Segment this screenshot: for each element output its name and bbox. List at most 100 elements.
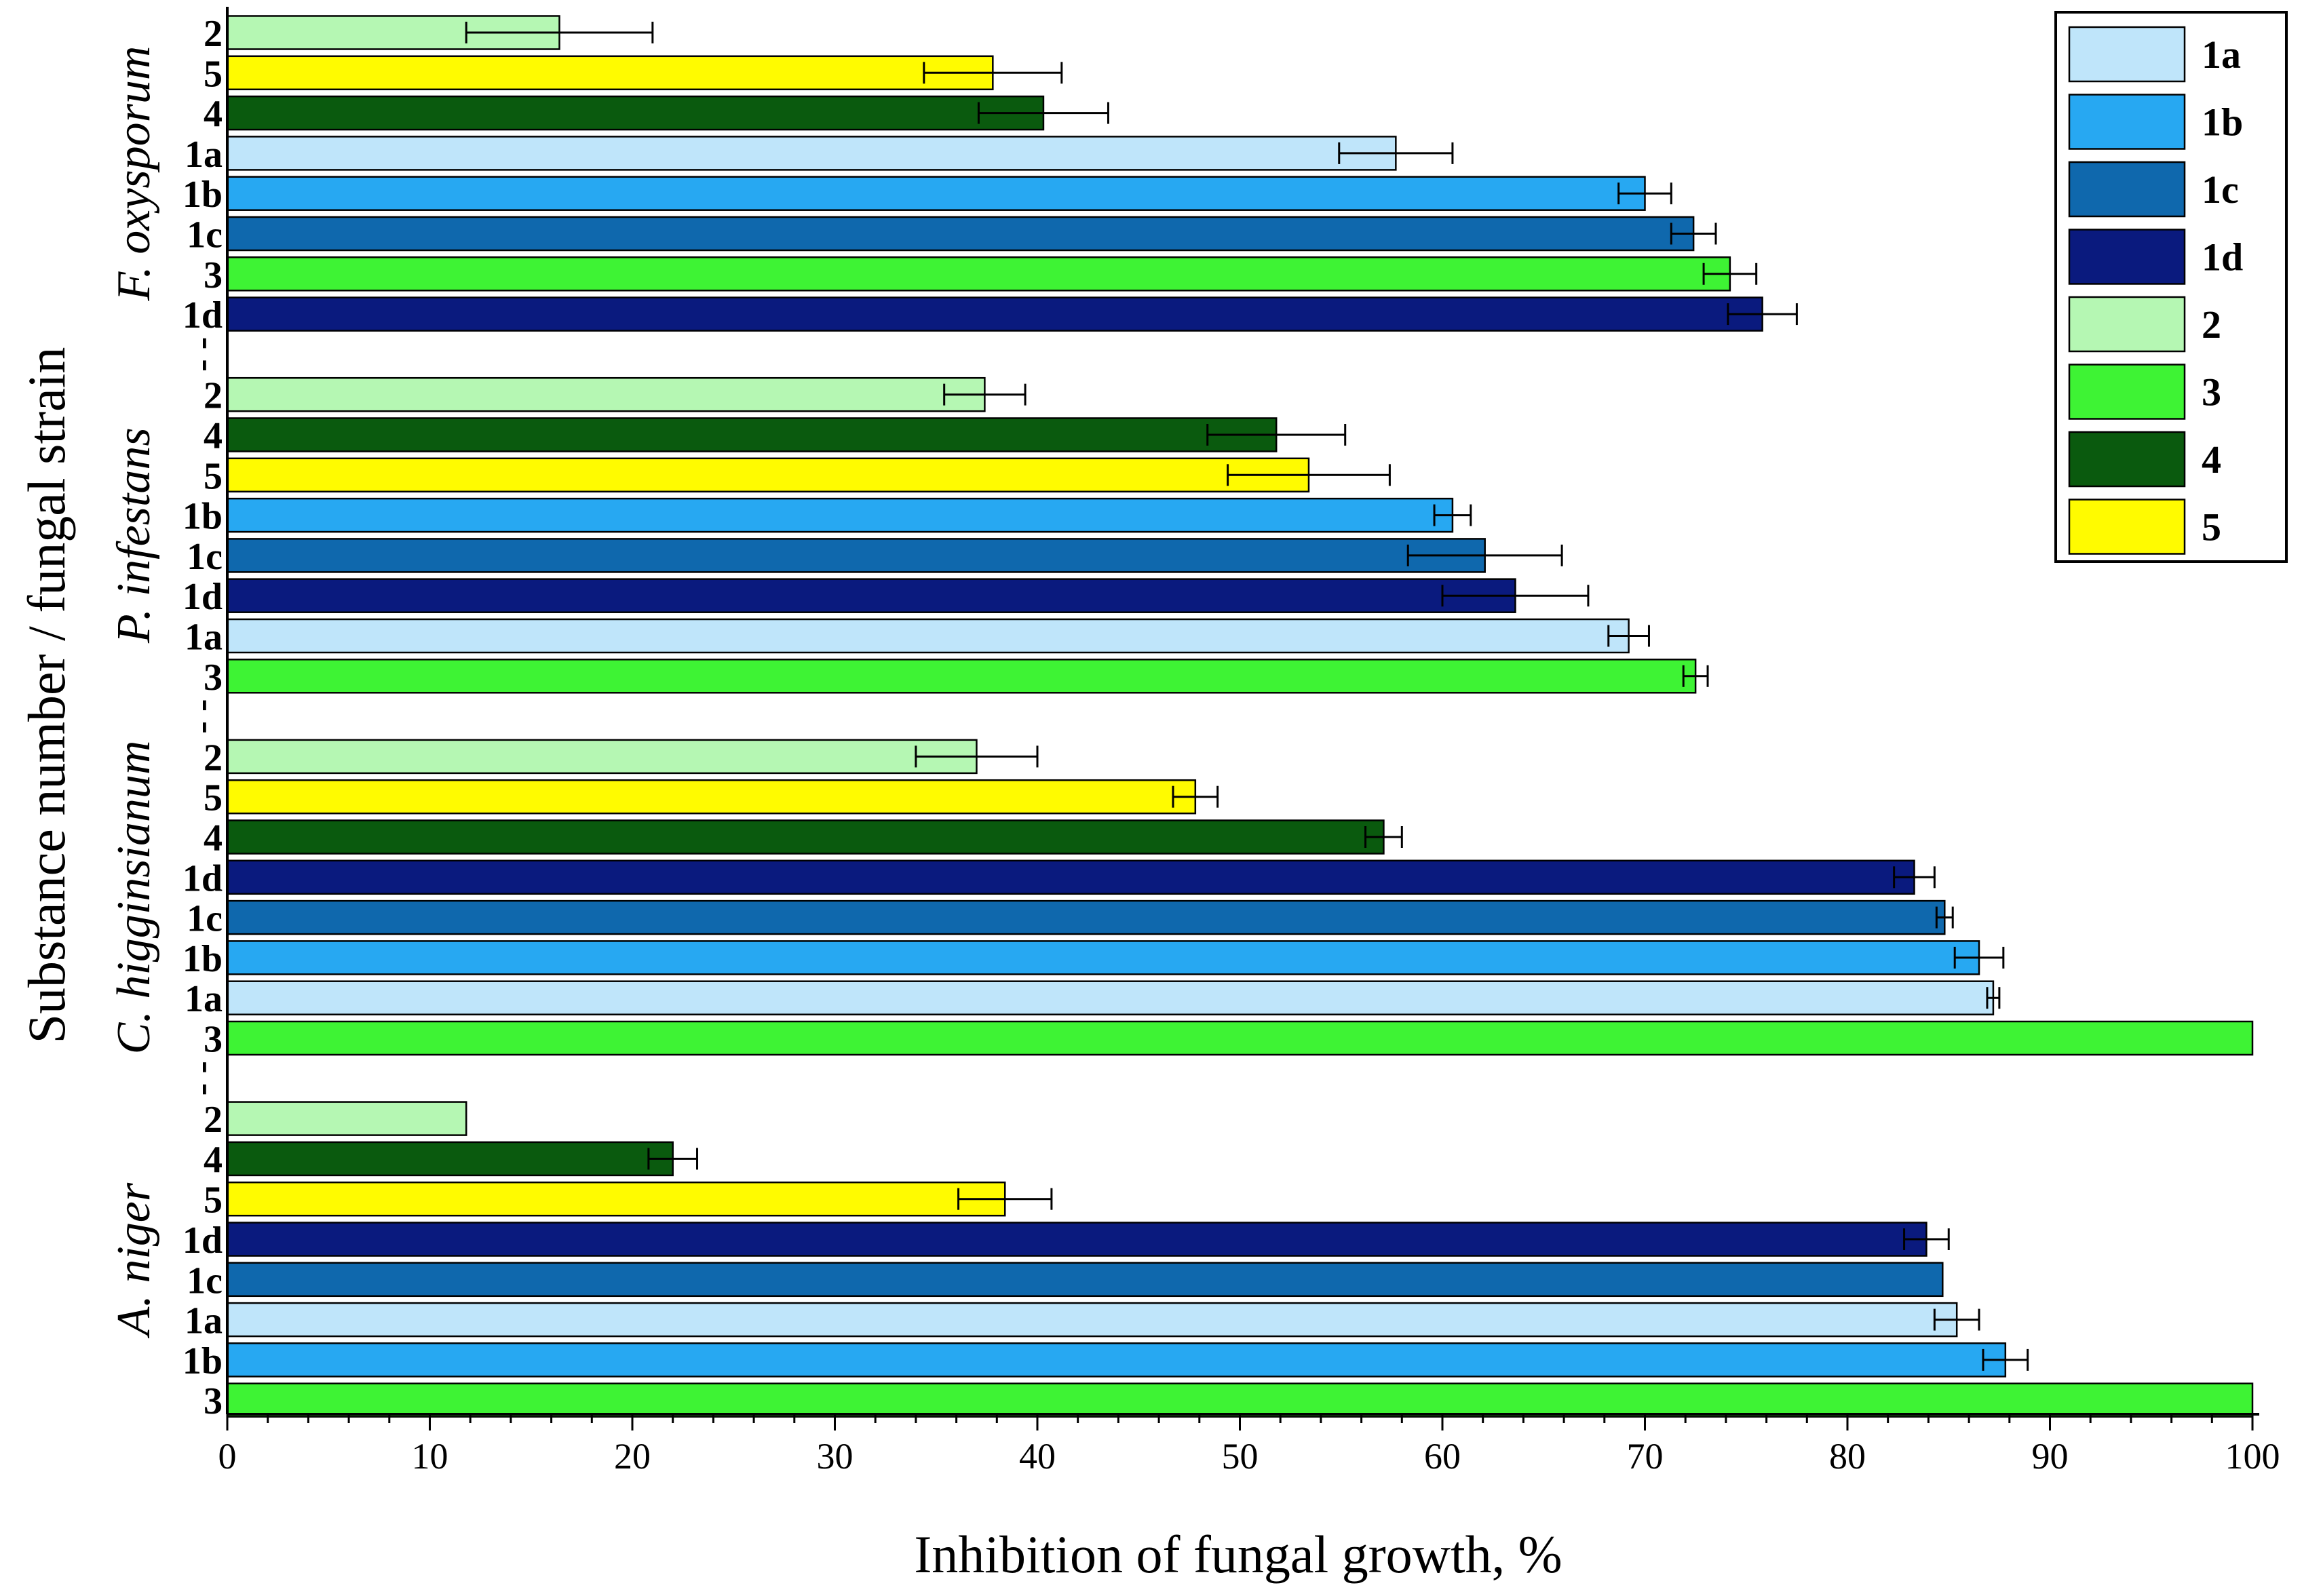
category-label: 2 xyxy=(204,13,223,55)
bar-aniger-1c xyxy=(226,1262,1944,1298)
legend: 1a 1b 1c 1d 2 3 4 5 xyxy=(2054,11,2288,563)
error-bar-chigginsianum-4 xyxy=(1364,826,1403,848)
legend-swatch-1a xyxy=(2068,26,2186,83)
error-bar-chigginsianum-1c xyxy=(1935,906,1954,929)
category-label: 1b xyxy=(183,496,223,538)
bar-foxysporum-1c xyxy=(226,216,1695,252)
bar-foxysporum-4 xyxy=(226,95,1045,131)
error-bar-chigginsianum-1b xyxy=(1953,946,2005,969)
group-separator: - - xyxy=(187,337,229,372)
legend-swatch-1c xyxy=(2068,161,2186,218)
bar-aniger-1a xyxy=(226,1302,1958,1338)
bar-foxysporum-5 xyxy=(226,55,994,91)
error-bar-aniger-1d xyxy=(1903,1228,1950,1250)
error-bar-pinfestans-2 xyxy=(943,383,1027,406)
bar-chigginsianum-3 xyxy=(226,1020,2254,1056)
x-tick-label: 20 xyxy=(614,1436,651,1477)
bar-aniger-4 xyxy=(226,1141,674,1177)
category-label: 3 xyxy=(204,1019,223,1061)
x-tick-label: 100 xyxy=(2225,1436,2280,1477)
group-label: F. oxysporum xyxy=(108,46,160,302)
bar-pinfestans-2 xyxy=(226,376,986,412)
category-label: 3 xyxy=(204,1380,223,1422)
category-label: 5 xyxy=(204,53,223,95)
legend-swatch-5 xyxy=(2068,499,2186,555)
bar-aniger-5 xyxy=(226,1181,1006,1217)
category-label: 1d xyxy=(183,294,223,336)
category-label: 1a xyxy=(185,1300,223,1342)
error-bar-pinfestans-3 xyxy=(1682,665,1709,687)
category-label: 4 xyxy=(204,1139,223,1181)
group-separator: - - xyxy=(187,1061,229,1095)
category-label: 1a xyxy=(185,134,223,176)
legend-swatch-1d xyxy=(2068,229,2186,285)
bar-foxysporum-1b xyxy=(226,176,1646,211)
legend-swatch-1b xyxy=(2068,94,2186,150)
error-bar-chigginsianum-1a xyxy=(1986,987,2001,1009)
legend-label-1c: 1c xyxy=(2202,168,2239,212)
bar-pinfestans-4 xyxy=(226,417,1278,452)
legend-swatch-2 xyxy=(2068,296,2186,353)
legend-swatch-3 xyxy=(2068,364,2186,420)
category-label: 5 xyxy=(204,455,223,497)
category-label: 1c xyxy=(187,898,223,940)
error-bar-chigginsianum-5 xyxy=(1172,785,1219,808)
category-label: 1c xyxy=(187,214,223,256)
bar-pinfestans-1a xyxy=(226,618,1630,654)
category-label: 1b xyxy=(183,174,223,216)
category-label: 1d xyxy=(183,576,223,618)
category-label: 4 xyxy=(204,94,223,136)
x-tick-label: 10 xyxy=(412,1436,448,1477)
category-label: 1a xyxy=(185,617,223,659)
bar-foxysporum-1a xyxy=(226,136,1397,171)
group-label: C. higginsianum xyxy=(108,741,160,1055)
category-label: 2 xyxy=(204,737,223,779)
bar-aniger-1d xyxy=(226,1222,1927,1257)
error-bar-chigginsianum-1d xyxy=(1893,866,1936,889)
category-label: 1d xyxy=(183,857,223,899)
legend-swatch-4 xyxy=(2068,431,2186,488)
category-label: 1c xyxy=(187,1260,223,1302)
bar-chigginsianum-4 xyxy=(226,819,1385,855)
error-bar-aniger-1b xyxy=(1982,1348,2029,1371)
error-bar-pinfestans-1b xyxy=(1433,504,1472,526)
y-axis-title: Substance number / fungal strain xyxy=(17,347,76,1044)
bar-chigginsianum-1b xyxy=(226,940,1980,975)
error-bar-foxysporum-1d xyxy=(1727,303,1798,326)
legend-label-1a: 1a xyxy=(2202,33,2241,77)
x-tick-label: 30 xyxy=(817,1436,853,1477)
bar-pinfestans-5 xyxy=(226,457,1310,493)
category-label: 4 xyxy=(204,817,223,859)
error-bar-foxysporum-5 xyxy=(923,62,1063,84)
bar-aniger-2 xyxy=(226,1101,467,1136)
x-tick-label: 90 xyxy=(2032,1436,2069,1477)
bar-pinfestans-1c xyxy=(226,538,1486,573)
error-bar-foxysporum-3 xyxy=(1702,262,1758,285)
category-label: 2 xyxy=(204,1099,223,1141)
x-tick-label: 40 xyxy=(1019,1436,1056,1477)
error-bar-pinfestans-1d xyxy=(1441,585,1590,607)
error-bar-foxysporum-2 xyxy=(465,22,654,43)
legend-label-3: 3 xyxy=(2202,370,2221,414)
bar-chigginsianum-2 xyxy=(226,739,978,775)
category-label: 5 xyxy=(204,1180,223,1222)
group-label: A. niger xyxy=(108,1182,160,1338)
bar-pinfestans-3 xyxy=(226,659,1697,694)
bar-foxysporum-3 xyxy=(226,256,1731,292)
x-tick-label: 0 xyxy=(218,1436,237,1477)
bar-aniger-1b xyxy=(226,1342,2007,1378)
error-bar-pinfestans-1a xyxy=(1607,625,1650,647)
legend-label-1d: 1d xyxy=(2202,235,2243,279)
legend-label-4: 4 xyxy=(2202,437,2221,482)
category-label: 2 xyxy=(204,375,223,417)
bar-pinfestans-1d xyxy=(226,578,1516,613)
error-bar-chigginsianum-2 xyxy=(915,745,1039,768)
x-tick-label: 60 xyxy=(1424,1436,1461,1477)
error-bar-aniger-5 xyxy=(957,1188,1053,1210)
bar-chigginsianum-1a xyxy=(226,980,1995,1015)
bars-layer xyxy=(226,15,2254,1418)
legend-label-2: 2 xyxy=(2202,303,2221,347)
error-bar-foxysporum-1b xyxy=(1617,182,1672,205)
error-bar-foxysporum-1c xyxy=(1670,222,1717,245)
